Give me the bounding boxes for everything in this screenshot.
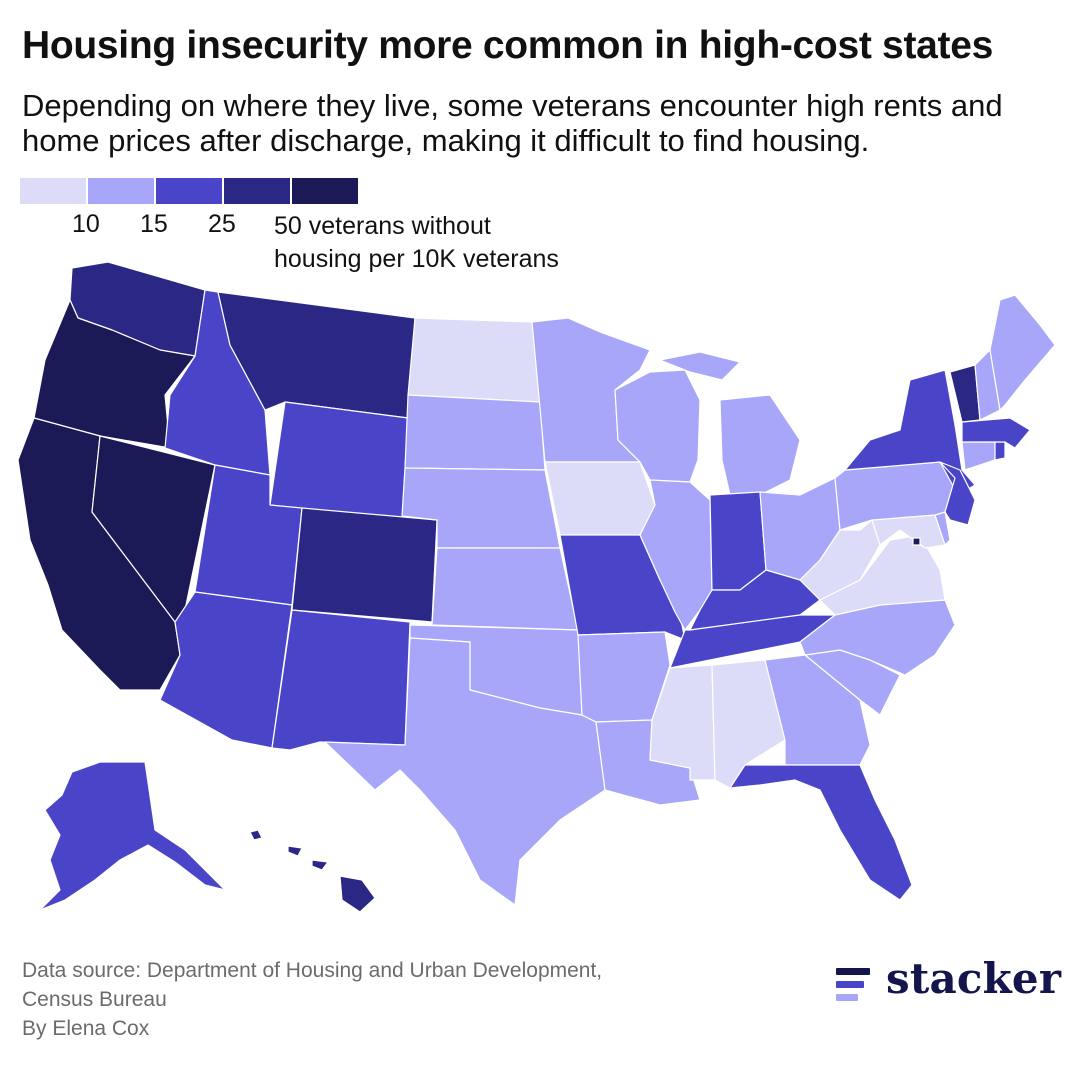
state-CT xyxy=(961,441,996,471)
legend-unit-label: 50 veterans without housing per 10K vete… xyxy=(274,210,634,276)
us-choropleth-map xyxy=(17,261,1056,913)
legend-tick-15: 15 xyxy=(140,210,168,238)
state-AK xyxy=(39,761,226,911)
legend-swatch-3 xyxy=(156,178,222,204)
state-AZ xyxy=(159,591,293,749)
byline: By Elena Cox xyxy=(22,1017,150,1040)
state-OR xyxy=(33,299,196,449)
state-ME xyxy=(989,294,1056,411)
legend-swatch-2 xyxy=(88,178,154,204)
state-NJ xyxy=(939,461,976,526)
legend-swatch-5 xyxy=(292,178,358,204)
map-subtitle: Depending on where they live, some veter… xyxy=(22,88,1003,158)
state-HI xyxy=(249,829,376,913)
state-ND xyxy=(407,317,541,403)
legend-tick-10: 10 xyxy=(72,210,100,238)
state-MA xyxy=(961,417,1031,449)
state-IN xyxy=(709,491,767,591)
stacker-mark-icon xyxy=(836,968,872,1002)
state-WI xyxy=(614,369,701,483)
source-note: Data source: Department of Housing and U… xyxy=(22,956,762,1043)
state-KS xyxy=(431,547,579,631)
legend: 10 15 25 50 veterans without housing per… xyxy=(20,178,620,278)
stacker-logo: stacker xyxy=(836,954,1066,1008)
state-FL xyxy=(729,764,913,901)
state-WY xyxy=(269,401,409,521)
legend-swatch-1 xyxy=(20,178,86,204)
legend-tick-25: 25 xyxy=(208,210,236,238)
stacker-wordmark: stacker xyxy=(886,954,1062,1003)
stacker-mark-bar-1 xyxy=(836,968,870,975)
state-NM xyxy=(271,609,411,751)
map-title: Housing insecurity more common in high-c… xyxy=(22,24,993,67)
legend-unit-line-2: housing per 10K veterans xyxy=(274,245,559,273)
state-RI xyxy=(994,441,1006,461)
state-SD xyxy=(404,394,546,471)
legend-swatch-4 xyxy=(224,178,290,204)
stacker-mark-bar-2 xyxy=(836,981,864,988)
state-IA xyxy=(544,461,656,536)
state-CO xyxy=(291,507,438,623)
state-VA xyxy=(819,534,946,616)
source-line-2: Census Bureau xyxy=(22,988,167,1011)
state-TX xyxy=(324,637,606,906)
stacker-mark-bar-3 xyxy=(836,994,858,1001)
state-MI xyxy=(659,351,801,496)
state-DC xyxy=(912,537,921,546)
legend-unit-line-1: 50 veterans without xyxy=(274,212,491,240)
source-line-1: Data source: Department of Housing and U… xyxy=(22,959,603,982)
